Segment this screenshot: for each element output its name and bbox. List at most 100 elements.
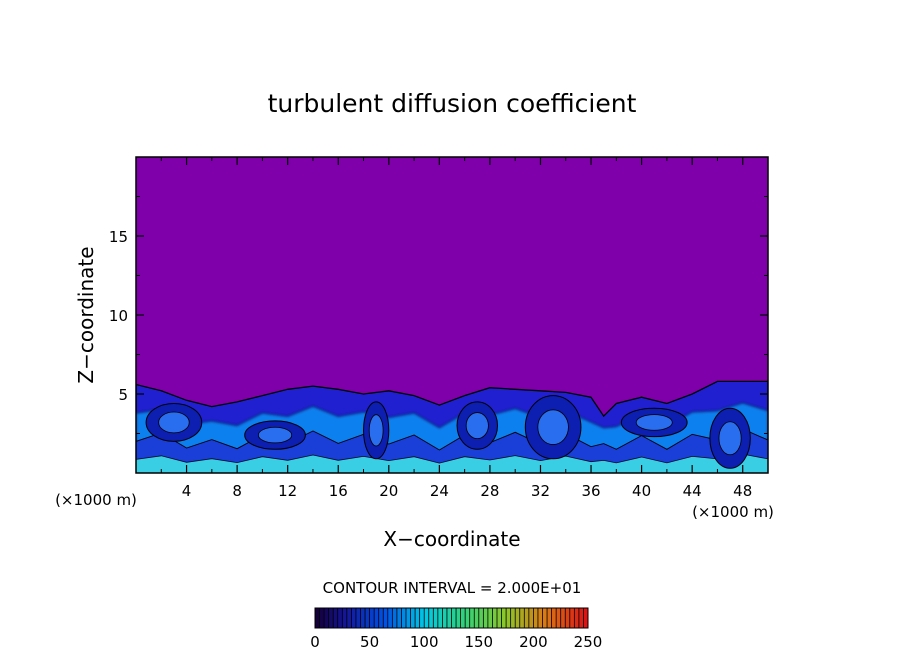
eddy-core <box>718 421 742 456</box>
y-tick-label: 15 <box>109 228 128 246</box>
colorbar-segment <box>419 608 425 628</box>
colorbar-segment <box>346 608 352 628</box>
colorbar-segment <box>547 608 553 628</box>
colorbar-segment <box>410 608 416 628</box>
x-tick-label: 24 <box>430 482 449 500</box>
colorbar-segment <box>537 608 543 628</box>
colorbar-segment <box>465 608 471 628</box>
eddy-core <box>158 411 190 434</box>
colorbar-segment <box>560 608 566 628</box>
colorbar-segment <box>342 608 348 628</box>
colorbar-segment <box>474 608 480 628</box>
colorbar-segment <box>451 608 457 628</box>
colorbar-tick-label: 50 <box>360 633 379 651</box>
colorbar: 0 50 100 150 200 250 <box>310 607 603 651</box>
colorbar-segment <box>456 608 462 628</box>
x-tick-label: 20 <box>379 482 398 500</box>
colorbar-segment <box>442 608 448 628</box>
colorbar-segment <box>315 608 321 628</box>
x-tick-label: 8 <box>232 482 242 500</box>
eddy-core <box>537 409 569 445</box>
x-tick-label: 12 <box>278 482 297 500</box>
x-tick-label: 48 <box>733 482 752 500</box>
colorbar-segment <box>333 608 339 628</box>
y-axis-label: Z−coordinate <box>74 246 98 383</box>
colorbar-tick-label: 200 <box>519 633 548 651</box>
x-axis-label: X−coordinate <box>383 527 520 551</box>
x-tick-label: 28 <box>480 482 499 500</box>
colorbar-segment <box>510 608 516 628</box>
eddy-core <box>368 414 384 447</box>
colorbar-segment <box>533 608 539 628</box>
colorbar-segment <box>324 608 330 628</box>
chart-title: turbulent diffusion coefficient <box>268 89 637 118</box>
colorbar-segment <box>433 608 439 628</box>
x-tick-label: 36 <box>581 482 600 500</box>
x-unit-right: (×1000 m) <box>692 503 774 521</box>
colorbar-segment <box>365 608 371 628</box>
colorbar-segment <box>569 608 575 628</box>
colorbar-tick-label: 150 <box>464 633 493 651</box>
eddy-core <box>635 414 673 431</box>
colorbar-segment <box>497 608 503 628</box>
colorbar-tick-label: 0 <box>310 633 320 651</box>
colorbar-frame <box>314 607 589 629</box>
turbulence-layer-surface <box>136 453 768 473</box>
colorbar-segment <box>483 608 489 628</box>
x-tick-label: 4 <box>182 482 192 500</box>
y-tick-label: 5 <box>118 386 128 404</box>
x-tick-label: 32 <box>531 482 550 500</box>
colorbar-segment <box>542 608 548 628</box>
eddy-core <box>465 412 489 440</box>
colorbar-segment <box>478 608 484 628</box>
colorbar-segment <box>437 608 443 628</box>
colorbar-segment <box>528 608 534 628</box>
colorbar-segment <box>583 608 589 628</box>
colorbar-segment <box>392 608 398 628</box>
y-tick-label: 10 <box>109 307 128 325</box>
colorbar-tick-label: 250 <box>574 633 603 651</box>
colorbar-segment <box>424 608 430 628</box>
colorbar-segment <box>383 608 389 628</box>
colorbar-segment <box>556 608 562 628</box>
plot-area <box>136 157 768 473</box>
turbulence-field <box>136 380 768 473</box>
x-tick-label: 40 <box>632 482 651 500</box>
colorbar-segment <box>406 608 412 628</box>
x-tick-label: 16 <box>329 482 348 500</box>
colorbar-segment <box>578 608 584 628</box>
colorbar-segment <box>492 608 498 628</box>
colorbar-segment <box>524 608 530 628</box>
colorbar-segment <box>487 608 493 628</box>
colorbar-segment <box>415 608 421 628</box>
colorbar-segment <box>551 608 557 628</box>
colorbar-segment <box>387 608 393 628</box>
colorbar-segment <box>469 608 475 628</box>
colorbar-segment <box>369 608 375 628</box>
colorbar-segment <box>401 608 407 628</box>
colorbar-segment <box>328 608 334 628</box>
colorbar-segment <box>351 608 357 628</box>
x-tick-label: 44 <box>683 482 702 500</box>
colorbar-segment <box>360 608 366 628</box>
colorbar-segment <box>501 608 507 628</box>
colorbar-segment <box>355 608 361 628</box>
colorbar-tick-label: 100 <box>410 633 439 651</box>
colorbar-segment <box>515 608 521 628</box>
contour-interval-label: CONTOUR INTERVAL = 2.000E+01 <box>323 579 582 597</box>
colorbar-segment <box>374 608 380 628</box>
x-unit-left: (×1000 m) <box>55 491 137 509</box>
colorbar-segment <box>396 608 402 628</box>
colorbar-segment <box>337 608 343 628</box>
eddy-core <box>257 426 293 444</box>
colorbar-segment <box>506 608 512 628</box>
colorbar-segment <box>565 608 571 628</box>
colorbar-segment <box>460 608 466 628</box>
colorbar-segment <box>574 608 580 628</box>
colorbar-segment <box>519 608 525 628</box>
colorbar-segment <box>428 608 434 628</box>
colorbar-segment <box>446 608 452 628</box>
colorbar-segment <box>378 608 384 628</box>
